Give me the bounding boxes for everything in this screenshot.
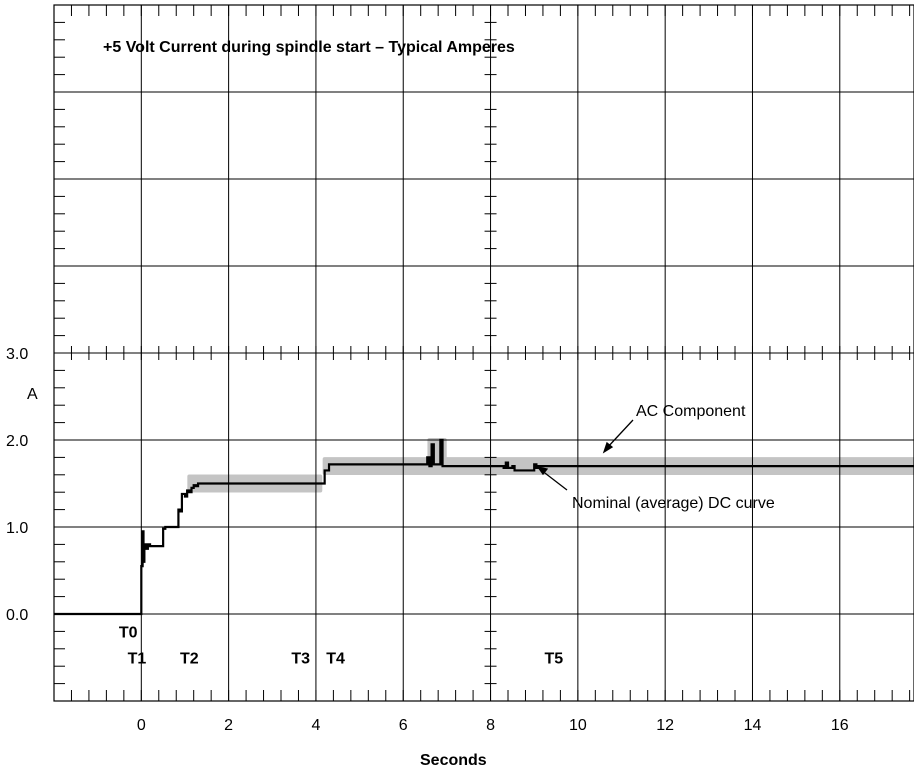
x-tick-label: 6 <box>399 717 408 734</box>
dc-curve-line <box>54 438 914 616</box>
time-marker-label: T4 <box>326 651 345 668</box>
annotation-ac-component: AC Component <box>636 403 746 420</box>
y-tick-label: 2.0 <box>6 433 28 450</box>
dc-curve-arrow <box>536 465 568 491</box>
chart-title: +5 Volt Current during spindle start – T… <box>103 39 515 56</box>
x-tick-label: 14 <box>744 717 762 734</box>
time-marker-label: T1 <box>128 651 147 668</box>
x-tick-label: 10 <box>569 717 587 734</box>
tick-layer <box>53 4 911 702</box>
time-marker-label: T2 <box>180 651 199 668</box>
label-layer: 0 2 4 6 8 10 12 14 16 3.0 2.0 1.0 0.0 T0 T1 T2 T3 T4 T5 <box>6 346 849 734</box>
x-tick-label: 0 <box>137 717 146 734</box>
series-layer <box>54 438 914 616</box>
y-tick-label: 3.0 <box>6 346 28 363</box>
y-axis-label: A <box>27 386 38 403</box>
ac-component-arrow <box>602 419 634 454</box>
x-axis-label: Seconds <box>420 752 487 769</box>
x-tick-label: 2 <box>224 717 233 734</box>
x-tick-label: 12 <box>656 717 674 734</box>
time-marker-label: T5 <box>545 651 564 668</box>
annotation-dc-curve: Nominal (average) DC curve <box>572 495 775 512</box>
time-marker-label: T3 <box>291 651 310 668</box>
x-tick-label: 8 <box>486 717 495 734</box>
x-tick-label: 4 <box>311 717 320 734</box>
y-tick-label: 1.0 <box>6 520 28 537</box>
x-tick-label: 16 <box>831 717 849 734</box>
y-tick-label: 0.0 <box>6 607 28 624</box>
time-marker-label: T0 <box>119 624 138 641</box>
